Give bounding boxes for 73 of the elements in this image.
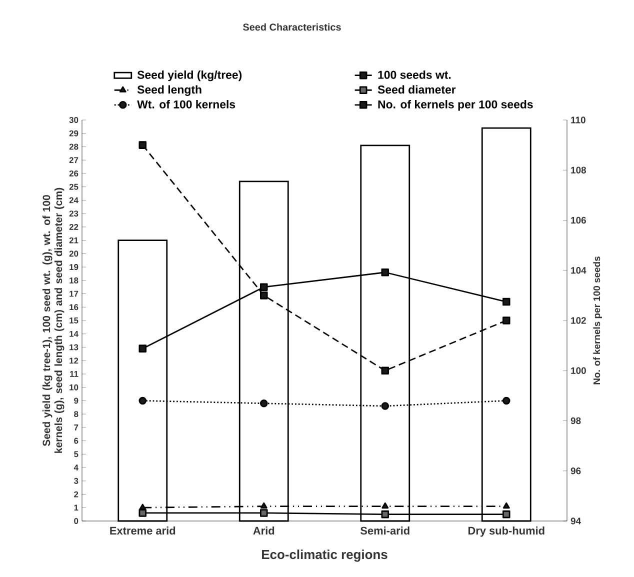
point	[502, 298, 510, 306]
y-axis-title: Seed yield (kg tree-1), 100 seed wt. (g), wt. of 100 kernels (g), seed length (cm) and seed diameter (cm)	[42, 188, 64, 453]
y2-tick-label: 94	[570, 518, 582, 524]
point	[502, 316, 510, 324]
x-axis-title: Eco-climatic regions	[262, 550, 388, 562]
y-tick-label: 1	[74, 504, 78, 511]
point	[381, 268, 390, 276]
point	[502, 502, 510, 509]
y-tick-label: 2	[74, 491, 78, 498]
y-tick-label: 18	[70, 277, 78, 284]
x-tick-label: Arid	[253, 526, 274, 535]
y-tick-label: 6	[74, 438, 78, 444]
point	[138, 509, 147, 517]
y-tick-label: 23	[69, 210, 78, 217]
point	[260, 509, 268, 517]
x-tick-label: Semi-arid	[360, 526, 410, 535]
point	[138, 344, 147, 352]
y-tick-label: 20	[69, 250, 78, 257]
point	[502, 396, 510, 405]
y-tick-label: 24	[69, 197, 78, 204]
y-tick-label: 21	[69, 237, 78, 244]
y-tick-label: 19	[70, 264, 78, 270]
point	[260, 399, 268, 408]
y-tick-label: 13	[70, 344, 78, 350]
y2-tick-label: 110	[571, 116, 586, 124]
point	[260, 502, 268, 509]
chart-title: Seed Characteristics	[243, 23, 341, 31]
y-tick-label: 3	[74, 478, 78, 484]
y-tick-label: 4	[74, 464, 78, 470]
y-tick-label: 5	[74, 451, 78, 458]
y-tick-label: 7	[74, 424, 78, 430]
point	[260, 283, 268, 291]
y2-tick-label: 106	[571, 216, 586, 224]
y-tick-label: 14	[70, 330, 78, 337]
y-tick-label: 26	[69, 170, 78, 176]
y-tick-label: 0	[74, 518, 78, 524]
y-tick-label: 15	[70, 318, 78, 324]
point	[382, 502, 389, 509]
y-tick-label: 25	[69, 184, 78, 190]
point	[381, 402, 390, 410]
y-tick-label: 16	[70, 304, 78, 310]
y-tick-label: 11	[70, 371, 78, 377]
legend-label: Seed diameter	[378, 85, 456, 94]
y-tick-label: 17	[70, 290, 78, 297]
y-tick-label: 8	[74, 411, 78, 418]
y-tick-label: 22	[69, 224, 78, 230]
legend-label: No. of kernels per 100 seeds	[378, 100, 533, 111]
y2-tick-label: 96	[570, 468, 581, 474]
y2-tick-label: 108	[571, 166, 586, 174]
y-tick-label: 9	[74, 398, 78, 404]
legend-label: Seed yield (kg/tree)	[137, 70, 242, 82]
y-tick-label: 12	[70, 358, 78, 364]
y-tick-label: 27	[69, 157, 78, 164]
y2-axis-title: No. of kernels per 100 seeds	[593, 256, 602, 384]
legend-label: 100 seeds wt.	[378, 70, 451, 79]
y-tick-label: 10	[70, 384, 78, 390]
point	[138, 141, 147, 149]
y-tick-label: 30	[69, 117, 78, 123]
y2-tick-label: 102	[571, 317, 586, 324]
x-tick-label: Extreme arid	[110, 526, 176, 535]
point	[381, 510, 390, 518]
legend-label: Wt. of 100 kernels	[137, 100, 236, 108]
y2-tick-label: 98	[570, 417, 581, 424]
point	[381, 366, 390, 375]
legend-label: Seed length	[137, 85, 202, 96]
y-tick-label: 28	[69, 144, 78, 150]
y2-tick-label: 100	[571, 367, 586, 374]
point	[138, 396, 147, 405]
y-tick-label: 29	[69, 130, 78, 136]
point	[260, 292, 268, 300]
x-tick-label: Dry sub-humid	[468, 526, 544, 537]
point	[502, 510, 510, 518]
y2-tick-label: 104	[571, 267, 586, 274]
